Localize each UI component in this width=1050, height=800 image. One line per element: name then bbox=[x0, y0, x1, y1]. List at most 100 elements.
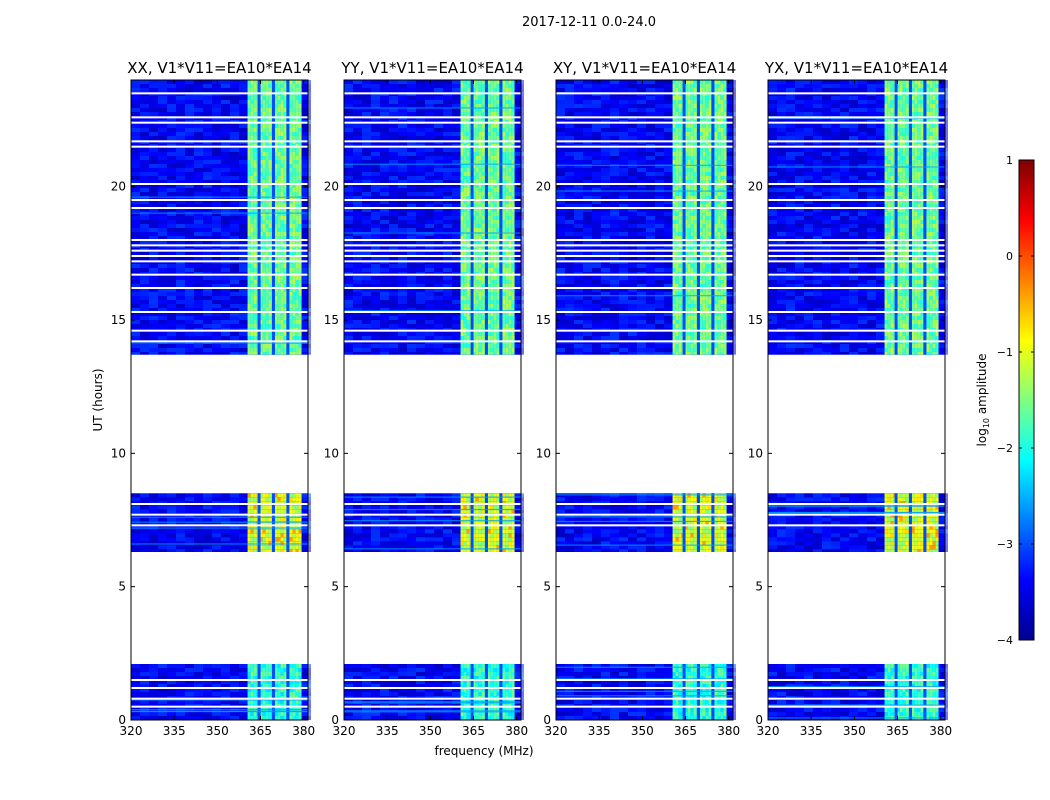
signal-cell bbox=[502, 517, 506, 522]
signal-cell bbox=[250, 533, 254, 538]
signal-cell bbox=[262, 172, 266, 176]
signal-cell bbox=[292, 80, 296, 84]
signal-cell bbox=[292, 296, 296, 300]
noise-cell bbox=[344, 668, 353, 672]
signal-cell bbox=[247, 493, 251, 498]
signal-cell bbox=[247, 96, 251, 100]
signal-cell bbox=[289, 505, 293, 510]
noise-cell bbox=[203, 240, 212, 244]
noise-cell bbox=[185, 136, 194, 140]
noise-cell bbox=[416, 680, 425, 684]
noise-cell bbox=[452, 688, 461, 692]
signal-cell bbox=[292, 517, 296, 522]
signal-cell bbox=[475, 517, 479, 522]
noise-cell bbox=[167, 316, 176, 320]
signal-cell bbox=[490, 541, 494, 546]
noise-cell bbox=[221, 676, 230, 680]
signal-cell bbox=[253, 152, 257, 156]
signal-cell bbox=[475, 692, 479, 696]
signal-cell bbox=[508, 712, 512, 716]
noise-cell bbox=[230, 292, 239, 296]
noise-cell bbox=[158, 712, 167, 716]
signal-cell bbox=[283, 276, 287, 280]
x-tick-label: 350 bbox=[206, 724, 229, 738]
signal-cell bbox=[280, 664, 284, 668]
noise-cell bbox=[434, 672, 443, 676]
signal-cell bbox=[292, 276, 296, 280]
signal-cell bbox=[292, 236, 296, 240]
noise-cell bbox=[185, 124, 194, 128]
noise-cell bbox=[149, 280, 158, 284]
noise-cell bbox=[239, 517, 248, 522]
signal-cell bbox=[268, 196, 272, 200]
signal-cell bbox=[250, 100, 254, 104]
signal-cell bbox=[292, 96, 296, 100]
noise-cell bbox=[140, 712, 149, 716]
noise-cell bbox=[230, 112, 239, 116]
channel-gap bbox=[470, 493, 474, 552]
noise-cell bbox=[452, 712, 461, 716]
noise-cell bbox=[398, 80, 407, 84]
signal-cell bbox=[283, 676, 287, 680]
noise-cell bbox=[239, 352, 248, 355]
noise-cell bbox=[131, 176, 140, 180]
signal-cell bbox=[268, 164, 272, 168]
signal-cell bbox=[250, 521, 254, 526]
noise-cell bbox=[140, 304, 149, 308]
noise-cell bbox=[302, 204, 311, 208]
noise-cell bbox=[212, 304, 221, 308]
noise-cell bbox=[167, 308, 176, 312]
signal-cell bbox=[289, 128, 293, 132]
signal-cell bbox=[289, 236, 293, 240]
signal-cell bbox=[289, 509, 293, 514]
signal-cell bbox=[262, 228, 266, 232]
noise-cell bbox=[158, 184, 167, 188]
signal-cell bbox=[265, 236, 269, 240]
signal-cell bbox=[253, 296, 257, 300]
noise-cell bbox=[212, 716, 221, 720]
signal-cell bbox=[247, 545, 251, 550]
signal-cell bbox=[262, 304, 266, 308]
signal-cell bbox=[274, 164, 278, 168]
noise-cell bbox=[515, 676, 524, 680]
noise-cell bbox=[230, 136, 239, 140]
noise-cell bbox=[239, 296, 248, 300]
signal-cell bbox=[274, 88, 278, 92]
noise-cell bbox=[239, 268, 248, 272]
noise-cell bbox=[194, 88, 203, 92]
signal-cell bbox=[496, 505, 500, 510]
signal-cell bbox=[508, 684, 512, 688]
noise-cell bbox=[194, 180, 203, 184]
signal-cell bbox=[496, 533, 500, 538]
signal-cell bbox=[253, 132, 257, 136]
signal-cell bbox=[259, 164, 263, 168]
noise-cell bbox=[149, 288, 158, 292]
signal-cell bbox=[262, 296, 266, 300]
signal-cell bbox=[478, 525, 482, 530]
signal-cell bbox=[265, 680, 269, 684]
signal-cell bbox=[247, 676, 251, 680]
noise-cell bbox=[362, 712, 371, 716]
signal-cell bbox=[277, 529, 281, 534]
noise-cell bbox=[203, 108, 212, 112]
noise-cell bbox=[389, 80, 398, 84]
noise-cell bbox=[230, 152, 239, 156]
noise-cell bbox=[149, 541, 158, 546]
noise-cell bbox=[416, 672, 425, 676]
noise-cell bbox=[149, 692, 158, 696]
signal-cell bbox=[295, 168, 299, 172]
noise-cell bbox=[131, 236, 140, 240]
noise-cell bbox=[239, 324, 248, 328]
signal-cell bbox=[292, 268, 296, 272]
signal-cell bbox=[460, 541, 464, 546]
noise-cell bbox=[185, 680, 194, 684]
signal-cell bbox=[265, 108, 269, 112]
signal-cell bbox=[295, 316, 299, 320]
noise-cell bbox=[212, 541, 221, 546]
signal-cell bbox=[289, 152, 293, 156]
signal-cell bbox=[283, 288, 287, 292]
signal-cell bbox=[295, 172, 299, 176]
noise-cell bbox=[380, 505, 389, 510]
signal-cell bbox=[253, 100, 257, 104]
noise-cell bbox=[185, 320, 194, 324]
